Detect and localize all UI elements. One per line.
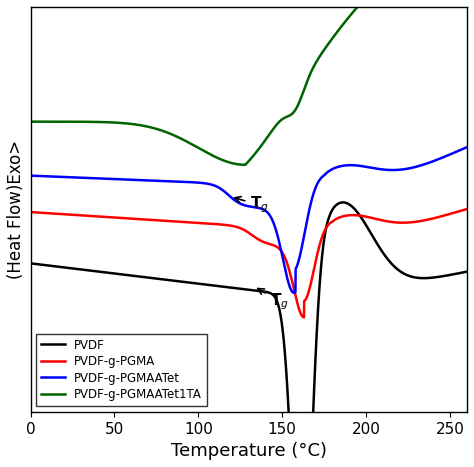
PVDF [50,263,55,269]
PVDF-g-PGMAATet1TA [50,119,55,125]
PVDF-g-PGMAATet [27,173,33,178]
PVDF-g-PGMA [228,223,234,228]
PVDF-g-PGMAATet [240,202,246,207]
PVDF-g-PGMA [240,226,246,232]
Line: PVDF-g-PGMAATet: PVDF-g-PGMAATet [30,147,467,293]
X-axis label: Temperature (°C): Temperature (°C) [171,442,327,460]
PVDF-g-PGMA [451,210,457,215]
Line: PVDF: PVDF [30,202,467,467]
PVDF-g-PGMAATet1TA [27,119,33,124]
PVDF [240,286,246,292]
PVDF-g-PGMAATet [228,195,234,200]
PVDF-g-PGMA [50,211,55,216]
PVDF-g-PGMAATet [50,174,55,179]
PVDF-g-PGMAATet [451,150,457,156]
PVDF-g-PGMAATet [451,150,457,156]
PVDF-g-PGMAATet [464,144,470,150]
PVDF-g-PGMAATet [371,165,377,171]
PVDF [340,199,346,205]
PVDF [451,271,457,277]
PVDF-g-PGMAATet [291,290,297,296]
PVDF [27,261,33,266]
PVDF-g-PGMA [464,206,470,212]
PVDF [452,271,457,277]
PVDF [372,236,377,242]
Line: PVDF-g-PGMA: PVDF-g-PGMA [30,209,467,318]
PVDF-g-PGMAATet1TA [242,162,248,168]
Text: T$_g$: T$_g$ [235,195,269,215]
PVDF-g-PGMA [371,216,377,221]
Line: PVDF-g-PGMAATet1TA: PVDF-g-PGMAATet1TA [30,0,467,165]
PVDF-g-PGMA [27,209,33,215]
PVDF-g-PGMA [301,315,307,320]
Y-axis label: (Heat Flow)Exo>: (Heat Flow)Exo> [7,140,25,279]
PVDF-g-PGMA [451,210,457,216]
PVDF-g-PGMAATet1TA [240,162,246,168]
Text: T$_g$: T$_g$ [258,289,289,312]
Legend: PVDF, PVDF-g-PGMA, PVDF-g-PGMAATet, PVDF-g-PGMAATet1TA: PVDF, PVDF-g-PGMA, PVDF-g-PGMAATet, PVDF… [36,334,207,406]
PVDF [464,269,470,275]
PVDF-g-PGMAATet1TA [228,160,234,166]
PVDF [228,285,234,290]
